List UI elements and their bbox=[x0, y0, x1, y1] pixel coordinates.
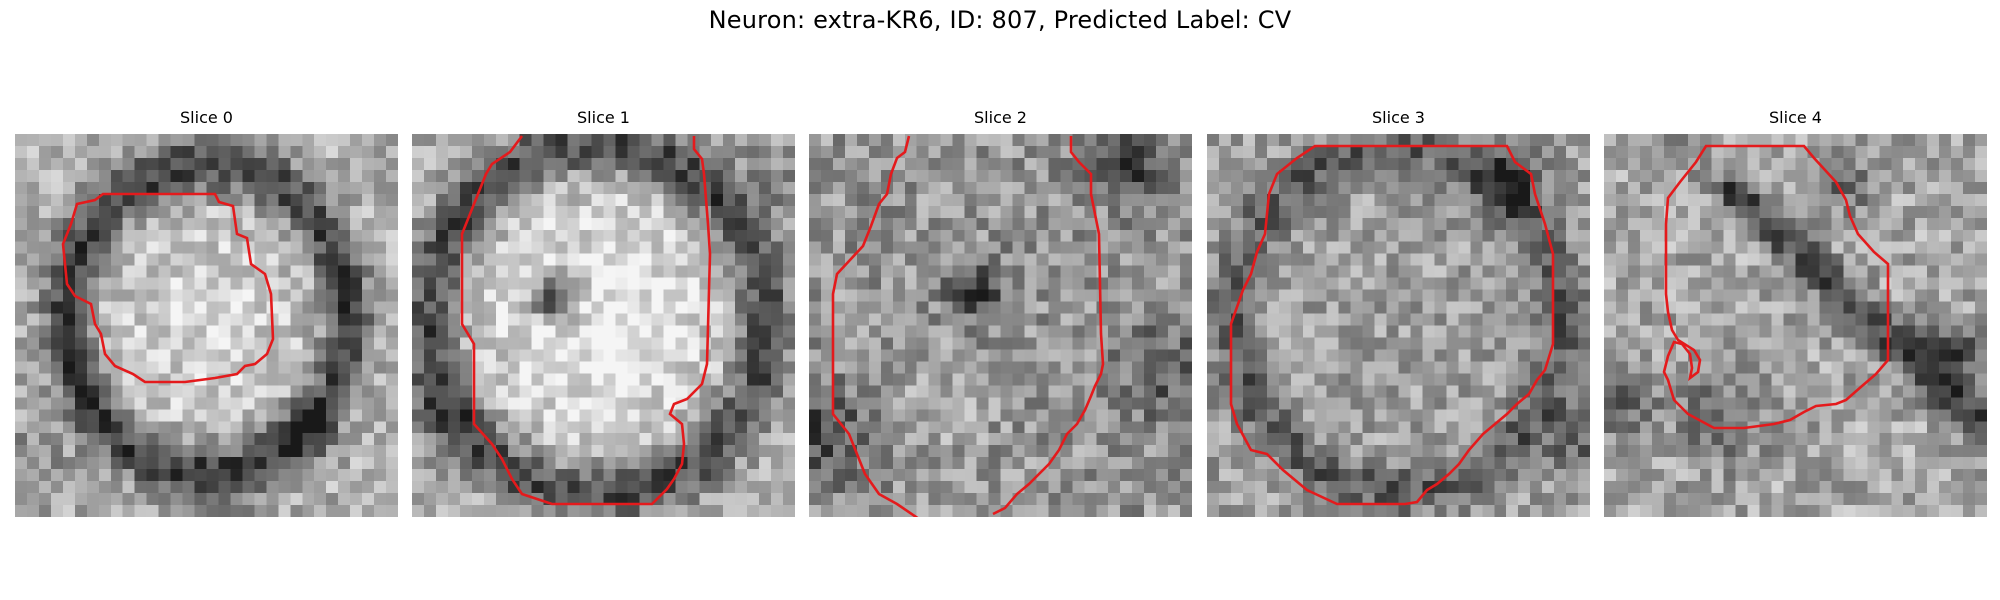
slice-image-4 bbox=[1604, 134, 1987, 517]
slice-title-4: Slice 4 bbox=[1604, 108, 1987, 127]
slice-title-2: Slice 2 bbox=[809, 108, 1192, 127]
slice-title-0: Slice 0 bbox=[15, 108, 398, 127]
grayscale-pixel-grid bbox=[15, 134, 398, 517]
slice-title-1: Slice 1 bbox=[412, 108, 795, 127]
grayscale-pixel-grid bbox=[412, 134, 795, 517]
grayscale-pixel-grid bbox=[1604, 134, 1987, 517]
slice-image-1 bbox=[412, 134, 795, 517]
slice-image-3 bbox=[1207, 134, 1590, 517]
grayscale-pixel-grid bbox=[809, 134, 1192, 517]
grayscale-pixel-grid bbox=[1207, 134, 1590, 517]
slice-image-0 bbox=[15, 134, 398, 517]
slice-title-3: Slice 3 bbox=[1207, 108, 1590, 127]
figure-title: Neuron: extra-KR6, ID: 807, Predicted La… bbox=[0, 6, 2000, 34]
slice-image-2 bbox=[809, 134, 1192, 517]
